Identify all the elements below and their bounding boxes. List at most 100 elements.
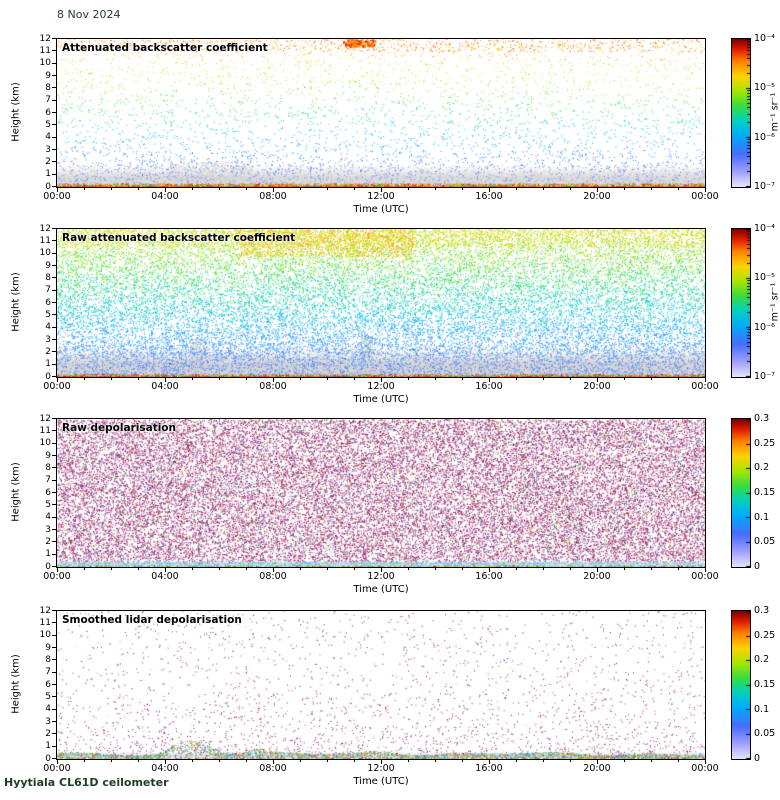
x-tick-mark (246, 568, 247, 570)
y-tick-mark (52, 467, 56, 469)
x-tick-mark (219, 378, 220, 380)
x-tick-mark (543, 760, 544, 762)
x-tick-mark (273, 568, 274, 572)
y-tick-label: 7 (45, 95, 51, 106)
x-tick-mark (246, 760, 247, 762)
colorbar (731, 418, 751, 568)
colorbar-tick-label: 10⁻⁷ (754, 371, 775, 382)
x-tick-mark (354, 760, 355, 762)
y-tick-label: 6 (45, 487, 51, 498)
colorbar-tick-label: 10⁻⁴ (754, 223, 775, 234)
x-tick-label: 12:00 (367, 381, 395, 392)
date-label: 8 Nov 2024 (57, 8, 121, 21)
y-tick-label: 7 (45, 285, 51, 296)
x-tick-mark (678, 760, 679, 762)
x-tick-mark (705, 188, 706, 192)
y-tick-mark (52, 240, 56, 242)
y-tick-mark (52, 136, 56, 138)
x-tick-mark (273, 378, 274, 382)
y-tick-label: 2 (45, 156, 51, 167)
x-tick-mark (678, 378, 679, 380)
x-tick-mark (543, 568, 544, 570)
y-tick-mark (52, 363, 56, 365)
plot-canvas (57, 39, 705, 187)
y-tick-label: 5 (45, 309, 51, 320)
y-axis-label: Height (km) (10, 272, 22, 332)
y-tick-label: 11 (39, 617, 51, 628)
y-tick-label: 0 (45, 561, 51, 572)
plot-title: Attenuated backscatter coefficient (62, 42, 268, 54)
y-tick-label: 6 (45, 679, 51, 690)
y-tick-label: 7 (45, 667, 51, 678)
x-tick-label: 20:00 (583, 763, 611, 774)
x-tick-mark (300, 568, 301, 570)
y-tick-label: 12 (39, 223, 51, 234)
x-tick-mark (273, 760, 274, 764)
x-tick-mark (138, 760, 139, 762)
y-tick-mark (52, 647, 56, 648)
x-tick-label: 16:00 (475, 191, 503, 202)
x-tick-mark (327, 188, 328, 190)
x-tick-mark (516, 760, 517, 762)
y-tick-mark (52, 339, 56, 340)
x-tick-mark (57, 760, 58, 764)
y-axis-label: Height (km) (10, 654, 22, 714)
y-tick-mark (52, 541, 56, 543)
x-tick-mark (624, 760, 625, 762)
x-tick-mark (111, 378, 112, 380)
plot-canvas (57, 611, 705, 759)
colorbar-tick-label: 0.2 (754, 654, 770, 666)
x-tick-mark (489, 568, 490, 572)
y-tick-mark (52, 376, 56, 377)
colorbar-tick-label: 0.2 (754, 462, 770, 474)
y-tick-mark (52, 62, 56, 64)
colorbar-tick-label: 10⁻⁵ (754, 272, 775, 284)
y-tick-label: 6 (45, 297, 51, 308)
y-tick-mark (52, 277, 56, 279)
y-tick-mark (52, 492, 56, 493)
y-tick-label: 11 (39, 45, 51, 56)
y-tick-mark (52, 75, 56, 76)
x-tick-label: 04:00 (151, 191, 179, 202)
x-tick-mark (489, 378, 490, 382)
x-tick-mark (408, 378, 409, 380)
x-tick-label: 20:00 (583, 191, 611, 202)
colorbar (731, 228, 751, 378)
y-tick-mark (52, 326, 56, 328)
y-tick-label: 7 (45, 475, 51, 486)
y-tick-mark (52, 721, 56, 722)
x-tick-mark (462, 188, 463, 190)
x-tick-mark (165, 188, 166, 192)
x-tick-mark (165, 760, 166, 764)
x-tick-label: 04:00 (151, 763, 179, 774)
y-tick-label: 1 (45, 741, 51, 752)
y-tick-label: 2 (45, 536, 51, 547)
x-tick-mark (111, 188, 112, 190)
y-tick-mark (52, 733, 56, 735)
x-tick-mark (327, 568, 328, 570)
x-tick-mark (597, 378, 598, 382)
x-tick-label: 12:00 (367, 571, 395, 582)
y-tick-mark (52, 38, 56, 39)
y-tick-mark (52, 479, 56, 481)
x-tick-mark (651, 188, 652, 190)
y-tick-label: 10 (39, 630, 51, 641)
y-tick-label: 12 (39, 413, 51, 424)
colorbar-tick-label: 0.25 (754, 437, 776, 449)
y-tick-mark (52, 252, 56, 254)
y-tick-label: 8 (45, 82, 51, 93)
y-tick-label: 9 (45, 70, 51, 81)
x-tick-mark (219, 568, 220, 570)
y-tick-label: 4 (45, 512, 51, 523)
y-tick-label: 10 (39, 248, 51, 259)
colorbar-unit-label: m⁻¹ sr⁻¹ (769, 92, 780, 132)
colorbar (731, 610, 751, 760)
y-tick-label: 1 (45, 549, 51, 560)
x-tick-mark (435, 568, 436, 570)
panel-raw-attenuated-backscatter: Height (km) Raw attenuated backscatter c… (0, 223, 780, 410)
y-tick-label: 0 (45, 753, 51, 764)
x-tick-mark (543, 378, 544, 380)
plot-title: Smoothed lidar depolarisation (62, 614, 242, 626)
x-tick-mark (138, 568, 139, 570)
